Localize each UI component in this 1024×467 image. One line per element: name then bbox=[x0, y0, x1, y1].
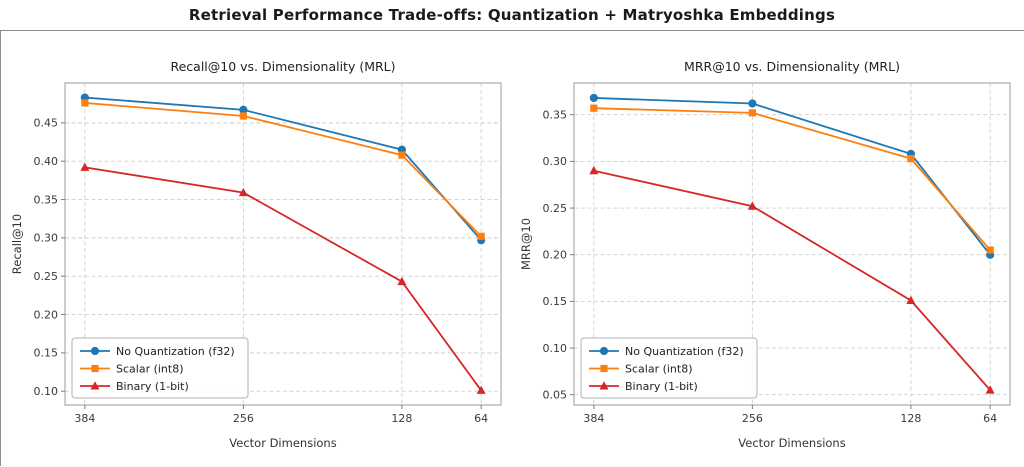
series-marker-scalar-int8 bbox=[906, 155, 914, 163]
y-tick-label: 0.15 bbox=[542, 295, 567, 308]
y-tick-label: 0.30 bbox=[542, 155, 567, 168]
legend-sample-marker bbox=[599, 364, 608, 373]
plot-spine bbox=[573, 82, 1010, 406]
y-tick-label: 0.25 bbox=[542, 202, 567, 215]
series-marker-binary-1-bit bbox=[588, 165, 598, 175]
y-tick-label: 0.10 bbox=[542, 342, 567, 355]
series-line-scalar-int8 bbox=[84, 102, 482, 237]
series-line-binary-1-bit bbox=[593, 169, 991, 391]
y-tick-label: 0.40 bbox=[33, 155, 58, 168]
subplot-mrr: MRR@10 vs. Dimensionality (MRL) MRR@10 V… bbox=[516, 53, 1019, 459]
legend-label: No Quantization (f32) bbox=[625, 345, 744, 358]
y-tick-label: 0.30 bbox=[33, 232, 58, 245]
legend-label: Binary (1-bit) bbox=[625, 380, 698, 393]
legend-label: No Quantization (f32) bbox=[116, 345, 235, 358]
series-marker-scalar-int8 bbox=[986, 246, 994, 254]
y-tick-label: 0.05 bbox=[542, 389, 567, 402]
y-tick-label: 0.35 bbox=[33, 193, 58, 206]
y-tick-label: 0.15 bbox=[33, 347, 58, 360]
legend-box bbox=[71, 337, 248, 399]
series-marker-binary-1-bit bbox=[238, 187, 248, 197]
series-marker-binary-1-bit bbox=[985, 385, 995, 394]
subplot-title: MRR@10 vs. Dimensionality (MRL) bbox=[684, 59, 900, 74]
y-tick-label: 0.45 bbox=[33, 117, 58, 130]
series-marker-binary-1-bit bbox=[396, 276, 406, 286]
legend-sample-marker bbox=[90, 381, 99, 390]
legend-label: Scalar (int8) bbox=[625, 362, 693, 375]
y-tick-label: 0.20 bbox=[33, 308, 58, 321]
series-marker-no-quantization-f32 bbox=[238, 105, 247, 114]
series-marker-scalar-int8 bbox=[748, 109, 756, 117]
series-line-no-quantization-f32 bbox=[593, 97, 991, 256]
x-tick-label: 128 bbox=[900, 412, 921, 425]
plot-spine bbox=[64, 82, 501, 406]
series-line-no-quantization-f32 bbox=[84, 96, 482, 241]
legend-label: Scalar (int8) bbox=[116, 362, 184, 375]
series-marker-scalar-int8 bbox=[80, 99, 88, 107]
recall-chart-svg: Recall@10 vs. Dimensionality (MRL) Recal… bbox=[10, 59, 501, 450]
subplot-title: Recall@10 vs. Dimensionality (MRL) bbox=[170, 59, 395, 74]
x-axis-label: Vector Dimensions bbox=[229, 436, 336, 450]
mrr-chart-svg: MRR@10 vs. Dimensionality (MRL) MRR@10 V… bbox=[519, 59, 1010, 450]
legend-sample-marker bbox=[90, 364, 99, 373]
legend-label: Binary (1-bit) bbox=[116, 380, 189, 393]
charts-row: Recall@10 vs. Dimensionality (MRL) Recal… bbox=[1, 31, 1024, 459]
legend-sample-marker bbox=[90, 346, 99, 356]
series-marker-binary-1-bit bbox=[905, 295, 915, 304]
x-tick-label: 384 bbox=[583, 412, 604, 425]
legend-box bbox=[580, 337, 757, 399]
figure-title: Retrieval Performance Trade-offs: Quanti… bbox=[188, 6, 836, 24]
y-axis-label: Recall@10 bbox=[10, 214, 24, 274]
series-marker-binary-1-bit bbox=[747, 201, 757, 210]
series-line-binary-1-bit bbox=[84, 166, 482, 391]
series-marker-no-quantization-f32 bbox=[589, 93, 598, 103]
series-marker-scalar-int8 bbox=[477, 232, 485, 240]
x-tick-label: 384 bbox=[74, 412, 95, 425]
x-tick-label: 256 bbox=[232, 412, 253, 425]
x-tick-label: 64 bbox=[983, 412, 997, 425]
legend-sample-marker bbox=[599, 346, 608, 356]
x-tick-label: 64 bbox=[474, 412, 488, 425]
series-marker-scalar-int8 bbox=[239, 112, 247, 120]
series-marker-binary-1-bit bbox=[79, 162, 89, 171]
y-axis-label: MRR@10 bbox=[519, 218, 533, 270]
x-tick-label: 128 bbox=[391, 412, 412, 425]
legend: No Quantization (f32) Scalar (int8) Binary… bbox=[71, 337, 248, 399]
plot-area: 384 256 128 64 0.05 0.10 0.15 0.20 0.25 0.30 0.35 N… bbox=[542, 82, 1010, 425]
charts-frame: Recall@10 vs. Dimensionality (MRL) Recal… bbox=[0, 30, 1024, 466]
series-line-scalar-int8 bbox=[593, 107, 991, 251]
y-tick-label: 0.20 bbox=[542, 249, 567, 262]
series-marker-binary-1-bit bbox=[476, 385, 486, 394]
series-marker-scalar-int8 bbox=[589, 104, 597, 112]
subplot-recall: Recall@10 vs. Dimensionality (MRL) Recal… bbox=[7, 53, 510, 459]
legend-sample-marker bbox=[599, 381, 608, 390]
plot-area: 384 256 128 64 0.10 0.15 0.20 0.25 0.30 0.35 0.40 0… bbox=[33, 82, 501, 425]
x-axis-label: Vector Dimensions bbox=[738, 436, 845, 450]
series-marker-scalar-int8 bbox=[397, 151, 405, 159]
y-tick-label: 0.25 bbox=[33, 270, 58, 283]
y-tick-label: 0.10 bbox=[33, 385, 58, 398]
legend: No Quantization (f32) Scalar (int8) Binary… bbox=[580, 337, 757, 399]
series-marker-no-quantization-f32 bbox=[747, 99, 756, 108]
x-tick-label: 256 bbox=[741, 412, 762, 425]
y-tick-label: 0.35 bbox=[542, 109, 567, 122]
